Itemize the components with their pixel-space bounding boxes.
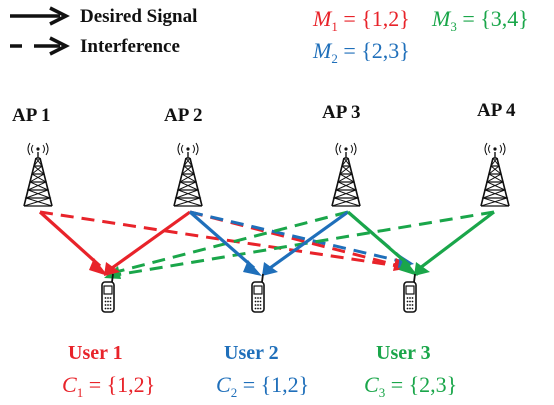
user-1-phone-icon [101, 273, 115, 313]
arrowhead-ap4-user3 [414, 262, 430, 276]
user-3-phone-icon [403, 273, 417, 313]
cluster-1-sub: 1 [331, 19, 338, 34]
arrowhead-ap2-user2 [243, 260, 262, 276]
ap-1-tower-icon [23, 142, 53, 207]
desired-ap3-user2 [269, 210, 349, 270]
user-2-set: C2 = {1,2} [216, 372, 309, 400]
cluster-set-2: M2 = {2,3} [312, 38, 410, 66]
desired-ap2-user1 [111, 210, 191, 270]
desired-ap2-user2 [188, 210, 256, 270]
legend-desired-label: Desired Signal [80, 6, 197, 27]
cluster-3-sub: 3 [450, 19, 457, 34]
ap-2-tower-icon [173, 142, 203, 207]
ap-3-label: AP 3 [322, 102, 361, 123]
interference-ap2-user3-red [189, 210, 401, 268]
cluster-2-sub: 2 [331, 51, 338, 66]
svg-text:M1 = {1,2}: M1 = {1,2} [312, 6, 410, 34]
arrowhead-ap3-user2 [262, 262, 278, 276]
ap-3-tower-icon [331, 142, 361, 207]
cluster-3-set: {3,4} [480, 6, 529, 31]
legend-interference-label: Interference [80, 36, 180, 57]
user-3-label: User 3 [376, 342, 431, 364]
cluster-1-set: {1,2} [361, 6, 410, 31]
arrowhead-ap1-user1 [89, 258, 108, 276]
legend: Desired Signal Interference [10, 6, 197, 57]
desired-ap1-user1 [38, 210, 102, 268]
arrowhead-ap2-user1 [104, 262, 120, 276]
interference-ap1-user3 [39, 210, 399, 268]
ap-4-label: AP 4 [477, 100, 516, 121]
cluster-2-set: {2,3} [361, 38, 410, 63]
ap-2-label: AP 2 [164, 105, 203, 126]
desired-ap4-user3 [419, 210, 495, 270]
interference-ap2-user3-blue [189, 210, 405, 264]
cluster-set-3: M3 = {3,4} [431, 6, 529, 34]
svg-text:M3 = {3,4}: M3 = {3,4} [431, 6, 529, 34]
cluster-2-symbol: M [312, 38, 333, 63]
desired-arrow-icon [10, 6, 70, 26]
desired-ap3-user3 [346, 210, 412, 268]
cluster-3-symbol: M [431, 6, 452, 31]
interference-ap3-user1 [115, 210, 349, 274]
user-2-phone-icon [251, 273, 265, 313]
svg-text:M2 = {2,3}: M2 = {2,3} [312, 38, 410, 66]
ap-4-tower-icon [480, 142, 510, 207]
user-1-set: C1 = {1,2} [62, 372, 155, 400]
arrowhead-ap3-user3 [399, 258, 418, 276]
user-3-set: C3 = {2,3} [364, 372, 457, 400]
cluster-set-1: M1 = {1,2} [312, 6, 410, 34]
cluster-1-symbol: M [312, 6, 333, 31]
interference-arrow-icon [10, 36, 70, 56]
ap-1-label: AP 1 [12, 105, 51, 126]
user-2-label: User 2 [224, 342, 279, 364]
user-1-label: User 1 [68, 342, 123, 364]
desired-links [38, 210, 495, 270]
